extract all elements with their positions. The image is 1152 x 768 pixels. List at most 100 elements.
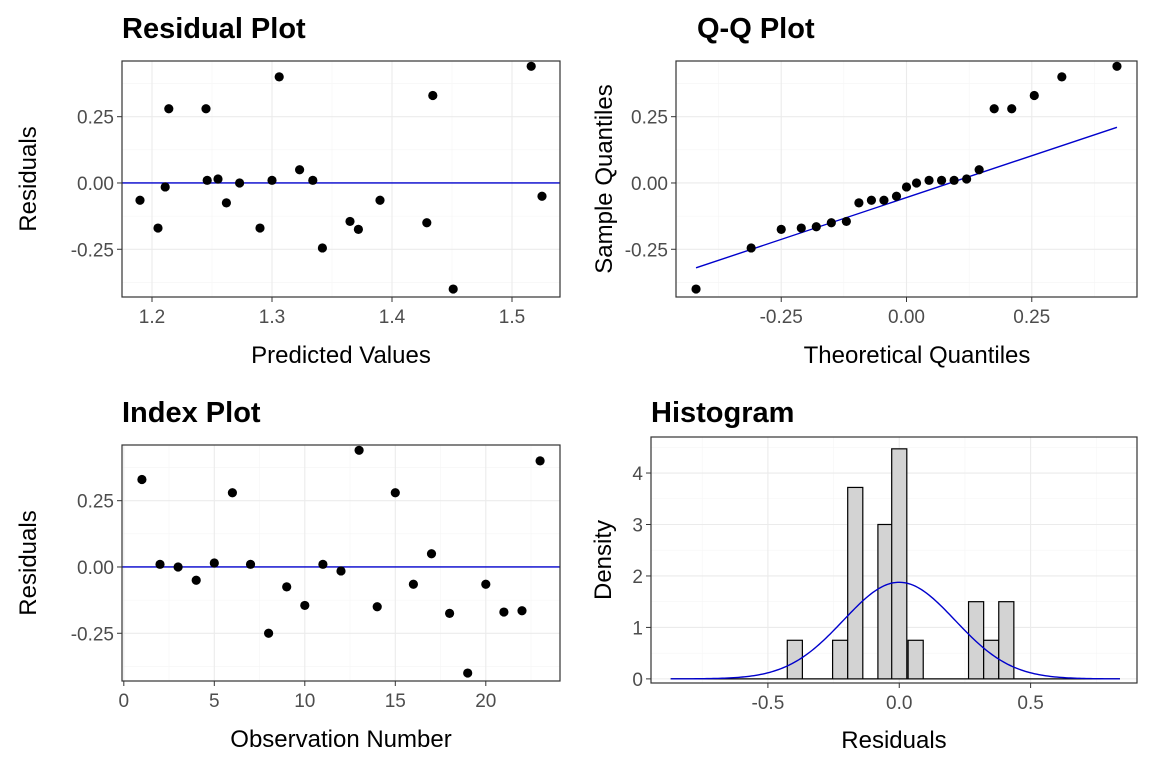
histogram-bar (891, 448, 908, 680)
histogram-marks (670, 448, 1120, 680)
histogram-ytick-label: 3 (632, 515, 643, 536)
residual-ytick-label: 0.25 (77, 108, 114, 129)
index-point (300, 600, 310, 611)
qq-point (891, 191, 902, 201)
index-point (499, 607, 509, 617)
residual-xtick-label: 1.2 (139, 307, 165, 328)
index-point (245, 559, 256, 569)
residual-point (526, 61, 536, 71)
residual-point (202, 175, 212, 185)
qq-point (691, 284, 701, 294)
index-xtick-label: 5 (209, 691, 220, 712)
index-xtick-label: 10 (294, 691, 315, 712)
residual-ticks: 1.2 1.3 1.4 1.5 -0.25 0.00 0.25 (71, 108, 526, 328)
qq-xtick-label: -0.25 (760, 307, 803, 328)
histogram-ytick-label: 4 (632, 464, 643, 485)
residual-point (267, 175, 277, 185)
histogram-xlabel: Residuals (841, 727, 946, 754)
qq-point (746, 243, 756, 253)
qq-ytick-label: 0.25 (631, 108, 668, 129)
qq-point (911, 178, 922, 188)
index-marks (122, 445, 560, 678)
index-point (227, 488, 238, 498)
histogram-panel: Histogram -0.5 0.0 0.5 0 1 2 3 4 Residuals Dens… (590, 397, 1138, 754)
qq-marks (691, 61, 1122, 294)
residual-point (428, 90, 438, 101)
residual-point (213, 174, 223, 184)
index-ytick-label: 0.25 (77, 492, 114, 513)
qq-xtick-label: 0.25 (1013, 307, 1050, 328)
qq-point (1112, 61, 1122, 71)
qq-point (826, 218, 836, 228)
index-xtick-label: 15 (385, 691, 406, 712)
qq-point (854, 198, 864, 208)
residual-point (255, 223, 265, 233)
index-point (264, 628, 274, 638)
histogram-xtick-label: 0.5 (1017, 693, 1043, 714)
residual-point (375, 195, 385, 205)
qq-point (924, 175, 934, 185)
histogram-bar (877, 523, 894, 680)
histogram-ytick-label: 1 (632, 618, 643, 639)
residual-panel: Residual Plot 1.2 1.3 1.4 1.5-0.250.000.25 … (15, 13, 561, 369)
index-point (336, 566, 346, 576)
histogram-panel-frame (650, 436, 1138, 684)
qq-grid (676, 61, 1137, 297)
residual-point (345, 216, 355, 227)
qq-point (1007, 104, 1017, 114)
index-panel: Index Plot 0 5 10 15 20 -0.25 0.00 0.25 Observa… (15, 397, 561, 753)
qq-point (841, 216, 851, 227)
index-point (463, 668, 473, 678)
histogram-xtick-label: 0.0 (886, 693, 912, 714)
residual-point (317, 243, 327, 253)
index-xtick-label: 20 (475, 691, 496, 712)
qq-xlabel: Theoretical Quantiles (804, 342, 1031, 369)
qq-point (879, 195, 889, 205)
index-background (122, 445, 560, 681)
residual-point (295, 165, 305, 175)
residual-xtick-label: 1.3 (259, 307, 285, 328)
index-point (426, 549, 437, 559)
residual-point (164, 104, 174, 114)
index-xtick-label: 0 (119, 691, 130, 712)
qq-point (796, 223, 806, 233)
qq-ylabel: Sample Quantiles (591, 84, 618, 273)
residual-point (153, 223, 163, 233)
histogram-xtick-label: -0.5 (752, 693, 785, 714)
index-point (137, 474, 147, 485)
histogram-bar (998, 601, 1015, 680)
histogram-bar (983, 639, 1000, 680)
residual-point (308, 175, 318, 185)
qq-point (949, 175, 959, 185)
residual-point (353, 224, 363, 234)
histogram-bar (967, 601, 985, 680)
residual-point (221, 198, 231, 208)
residual-point (274, 72, 284, 82)
index-point (535, 456, 545, 466)
histogram-ytick-label: 0 (632, 670, 643, 691)
residual-point (135, 195, 145, 205)
histogram-bar (831, 639, 849, 680)
index-xlabel: Observation Number (230, 726, 451, 753)
index-ylabel: Residuals (15, 510, 42, 615)
histogram-bar (847, 486, 864, 680)
residual-xtick-label: 1.5 (499, 307, 525, 328)
qq-point (962, 174, 972, 184)
index-point (191, 575, 201, 585)
residual-background (122, 61, 560, 297)
residual-point (422, 218, 432, 228)
residual-plot-title: Residual Plot (122, 13, 306, 45)
residual-ytick-label: 0.00 (77, 174, 114, 195)
residual-point (537, 191, 547, 201)
residual-marks (122, 61, 560, 294)
histogram-bar (907, 639, 924, 680)
index-ytick-label: -0.25 (71, 624, 114, 645)
index-point (372, 602, 382, 612)
histogram-title: Histogram (651, 397, 794, 429)
index-point (318, 559, 328, 569)
histogram-ylabel: Density (590, 520, 617, 600)
qq-point (866, 195, 877, 205)
qq-plot-title: Q-Q Plot (697, 13, 815, 45)
index-grid (122, 445, 560, 681)
